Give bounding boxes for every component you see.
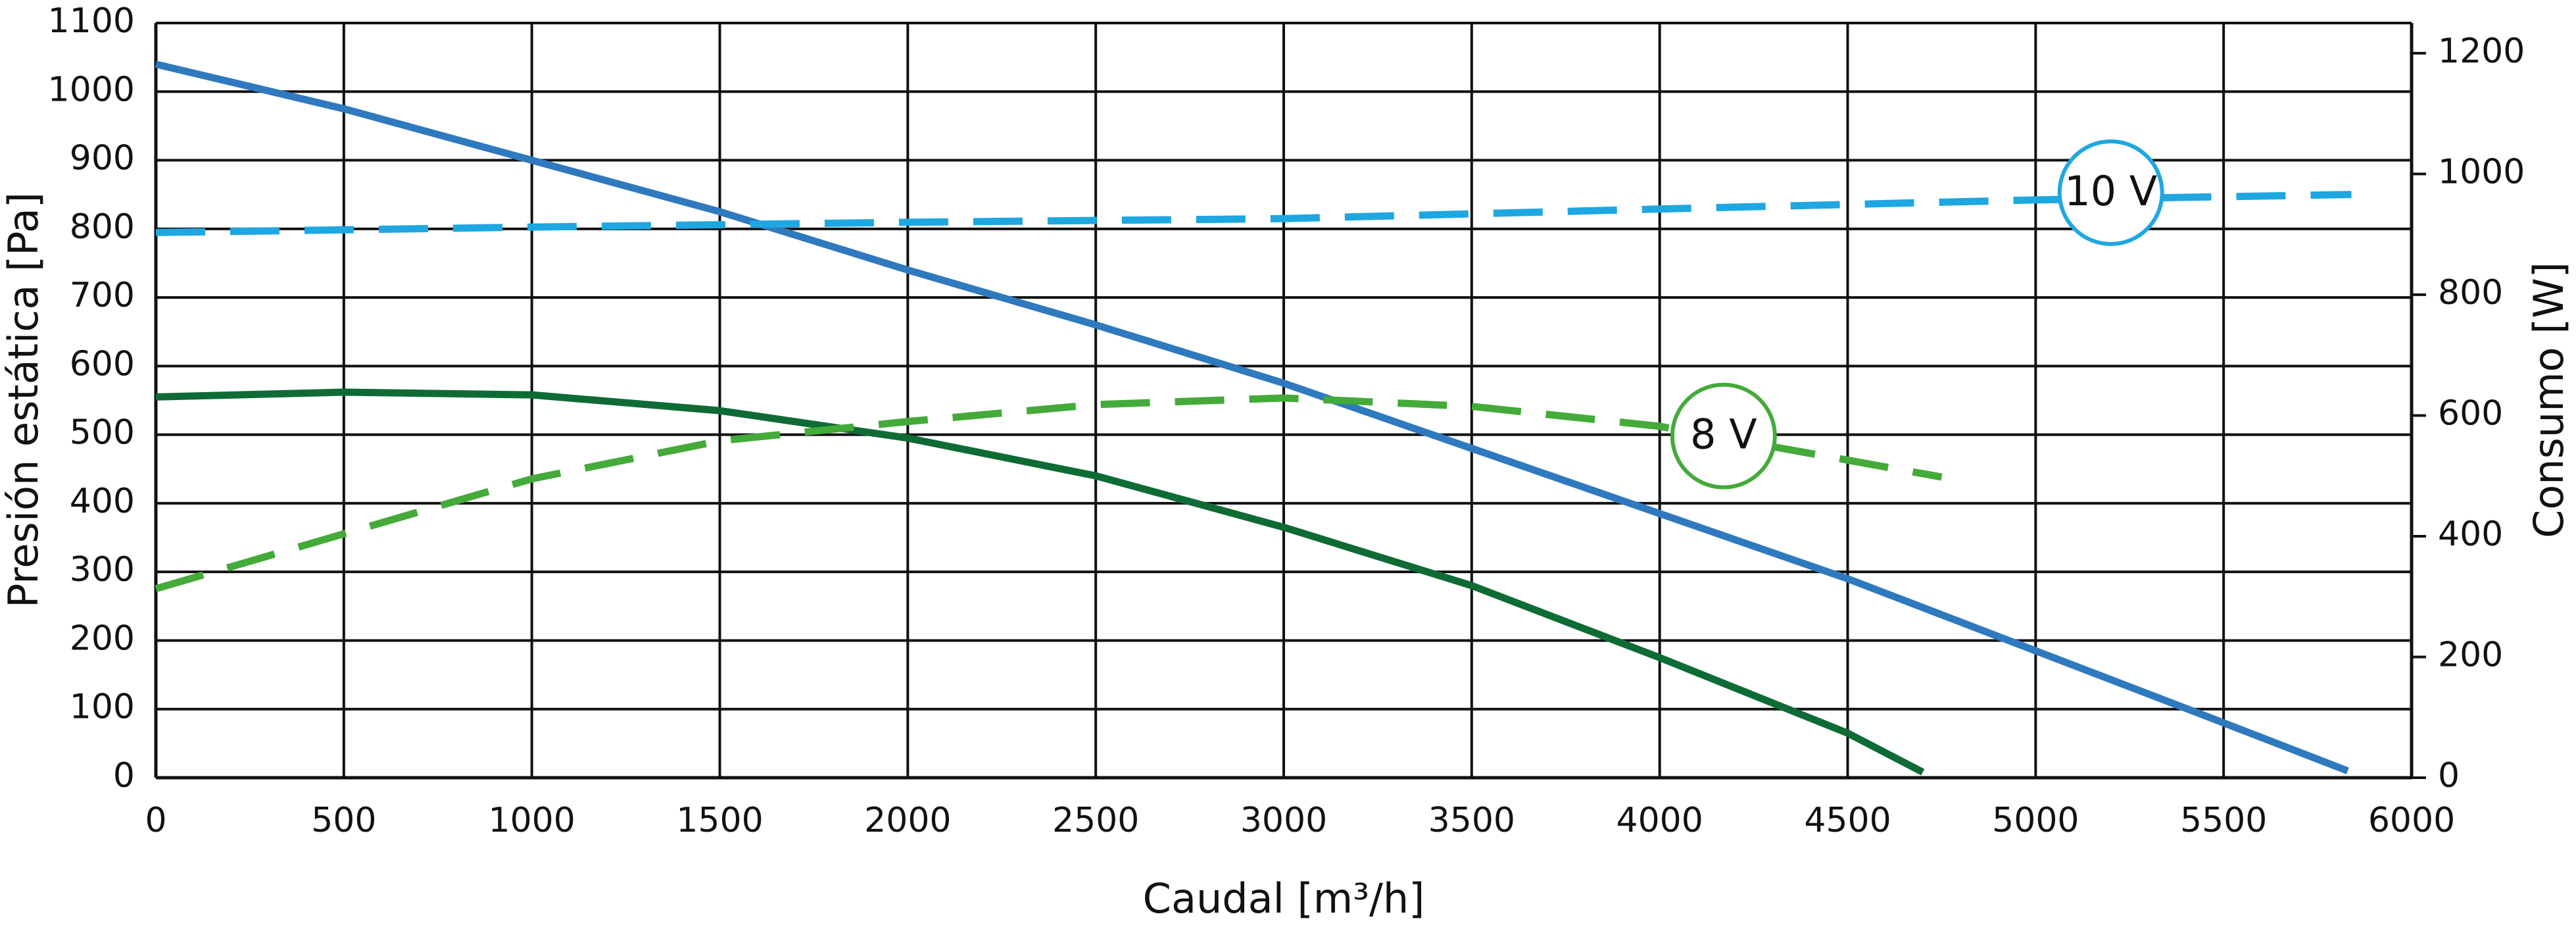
pressure-line bbox=[155, 61, 2349, 774]
x-tick-label: 5500 bbox=[2180, 801, 2267, 840]
y-tick-label: 0 bbox=[113, 756, 135, 795]
y2-tick-label: 200 bbox=[2438, 635, 2503, 674]
y-tick-label: 400 bbox=[70, 482, 135, 521]
y2-tick-label: 600 bbox=[2438, 393, 2503, 433]
y-tick-label: 600 bbox=[70, 344, 135, 384]
y-tick-label: 100 bbox=[70, 688, 135, 727]
x-tick-label: 4000 bbox=[1616, 801, 1703, 840]
x-tick-label: 3500 bbox=[1428, 801, 1515, 840]
x-tick-label: 3000 bbox=[1240, 801, 1327, 840]
y-tick-label: 1000 bbox=[48, 70, 135, 109]
x-tick-label: 500 bbox=[311, 801, 376, 840]
y2-tick-label: 400 bbox=[2438, 515, 2503, 554]
y-tick-label: 800 bbox=[70, 207, 135, 247]
y-tick-label: 1100 bbox=[48, 1, 135, 41]
x-tick-label: 1000 bbox=[488, 801, 575, 840]
annotation-circle bbox=[2057, 139, 2164, 246]
y-tick-label: 300 bbox=[70, 550, 135, 590]
x-axis-title: Caudal [m³/h] bbox=[1143, 874, 1425, 922]
y-tick-label: 500 bbox=[70, 413, 135, 453]
y2-tick-label: 1200 bbox=[2438, 32, 2525, 71]
x-tick-label: 0 bbox=[145, 801, 166, 840]
x-tick-label: 6000 bbox=[2368, 801, 2455, 840]
consumption-line bbox=[155, 394, 1943, 593]
annotation-circle bbox=[1670, 382, 1777, 490]
y-axis-title: Presión estática [Pa] bbox=[0, 192, 47, 608]
annotation-label: 8 V bbox=[1690, 411, 1757, 459]
annotation-label: 10 V bbox=[2064, 167, 2157, 215]
y-tick-label: 700 bbox=[70, 276, 135, 315]
y2-tick-label: 1000 bbox=[2438, 152, 2525, 191]
x-tick-label: 2000 bbox=[864, 801, 951, 840]
y2-tick-label: 800 bbox=[2438, 273, 2503, 313]
x-tick-label: 1500 bbox=[676, 801, 763, 840]
y2-tick-label: 0 bbox=[2438, 756, 2460, 795]
y-tick-label: 900 bbox=[70, 139, 135, 178]
y-tick-label: 200 bbox=[70, 618, 135, 658]
pressure-line bbox=[155, 388, 1925, 776]
x-tick-label: 4500 bbox=[1804, 801, 1891, 840]
y2-axis-title: Consumo [W] bbox=[2525, 262, 2573, 538]
x-tick-label: 2500 bbox=[1052, 801, 1139, 840]
consumption-line bbox=[155, 191, 2352, 236]
x-tick-label: 5000 bbox=[1992, 801, 2079, 840]
